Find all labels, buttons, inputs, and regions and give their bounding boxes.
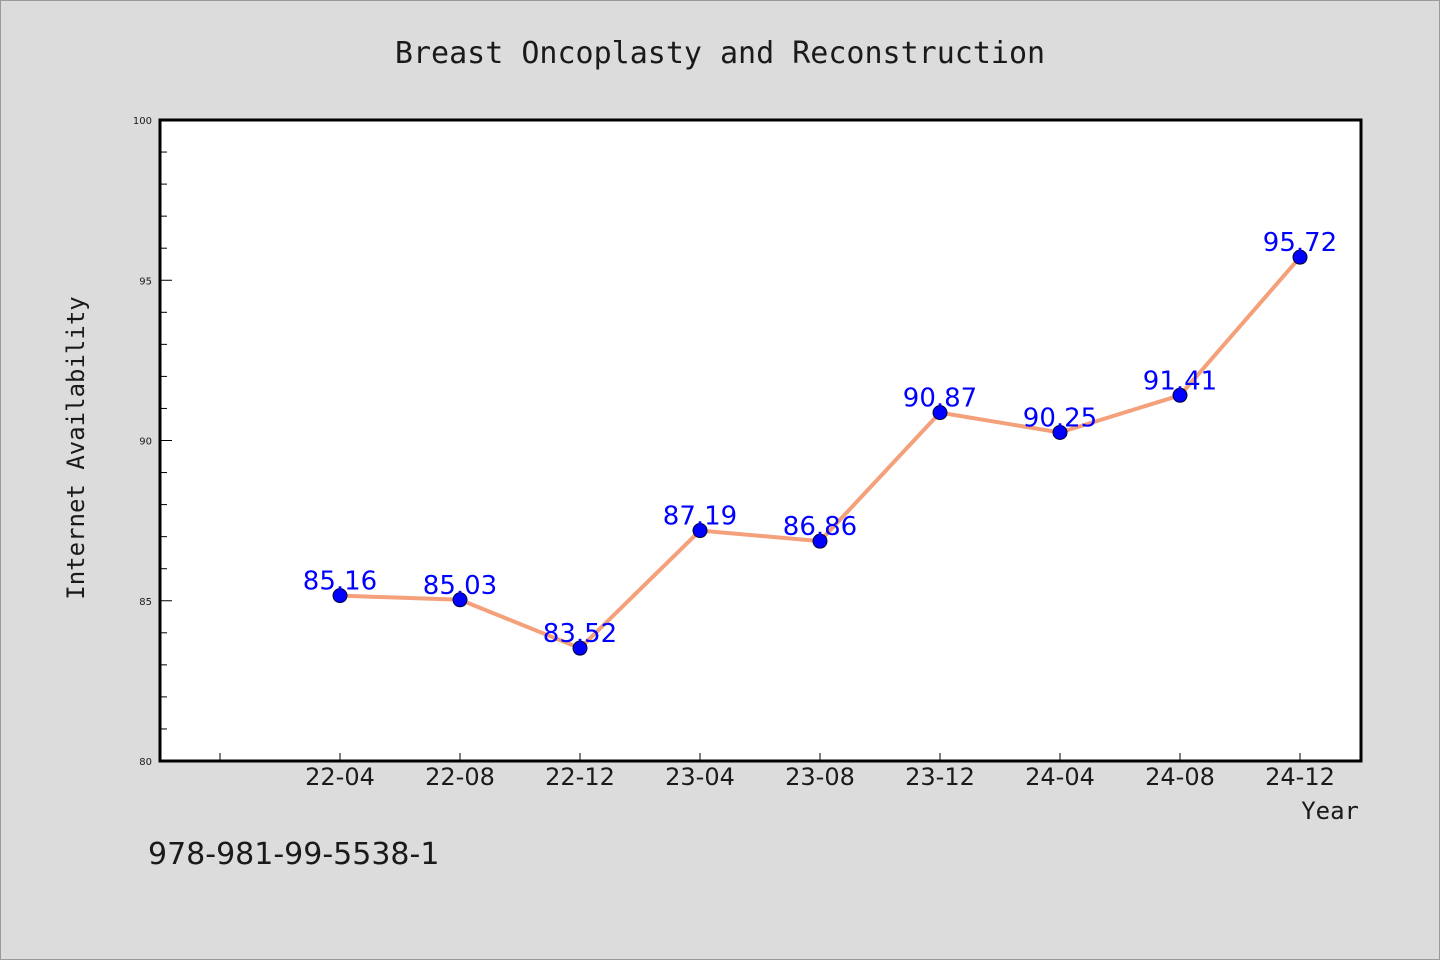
y-tick-label: 95 [139, 276, 152, 287]
data-label: 83.52 [543, 619, 617, 649]
x-tick-label: 23-08 [785, 763, 855, 791]
data-point [332, 588, 348, 604]
data-label: 85.16 [303, 567, 377, 597]
y-tick-label: 85 [139, 597, 152, 608]
data-label: 90.25 [1023, 403, 1097, 433]
data-point [452, 592, 468, 608]
x-axis-label: Year [1301, 797, 1359, 825]
x-tick-label: 22-12 [545, 763, 615, 791]
x-tick-label: 24-12 [1265, 763, 1335, 791]
y-tick-label: 100 [133, 116, 152, 127]
data-label: 87.19 [663, 502, 737, 532]
x-tick-label: 23-12 [905, 763, 975, 791]
data-point [1292, 249, 1308, 265]
data-markers [332, 249, 1308, 656]
data-point [692, 523, 708, 539]
x-tick-label: 23-04 [665, 763, 735, 791]
plot-area [158, 118, 1363, 763]
data-label: 91.41 [1143, 366, 1217, 396]
data-labels: 85.16 85.03 83.52 87.19 86.86 90.87 90.25 91.41… [303, 228, 1337, 649]
x-axis: 22-04 22-08 22-12 23-04 23-08 23-12 24-04 24-08… [219, 753, 1335, 791]
chart-title: Breast Oncoplasty and Reconstruction [395, 36, 1045, 71]
x-tick-label: 24-04 [1025, 763, 1095, 791]
x-tick-label: 22-04 [305, 763, 375, 791]
data-point [1172, 387, 1188, 403]
data-label: 85.03 [423, 571, 497, 601]
data-point [812, 533, 828, 549]
data-point [572, 640, 588, 656]
x-tick-label: 22-08 [425, 763, 495, 791]
x-tick-label: 24-08 [1145, 763, 1215, 791]
data-point [932, 405, 948, 421]
data-point [1052, 424, 1068, 440]
y-tick-label: 80 [139, 757, 152, 768]
footer-isbn: 978-981-99-5538-1 [148, 837, 439, 872]
data-label: 86.86 [783, 512, 857, 542]
data-label: 95.72 [1263, 228, 1337, 258]
y-tick-label: 90 [139, 437, 152, 448]
y-axis: 80 85 90 95 100 [133, 116, 172, 768]
y-axis-label: Internet Availability [62, 296, 90, 599]
data-label: 90.87 [903, 384, 977, 414]
